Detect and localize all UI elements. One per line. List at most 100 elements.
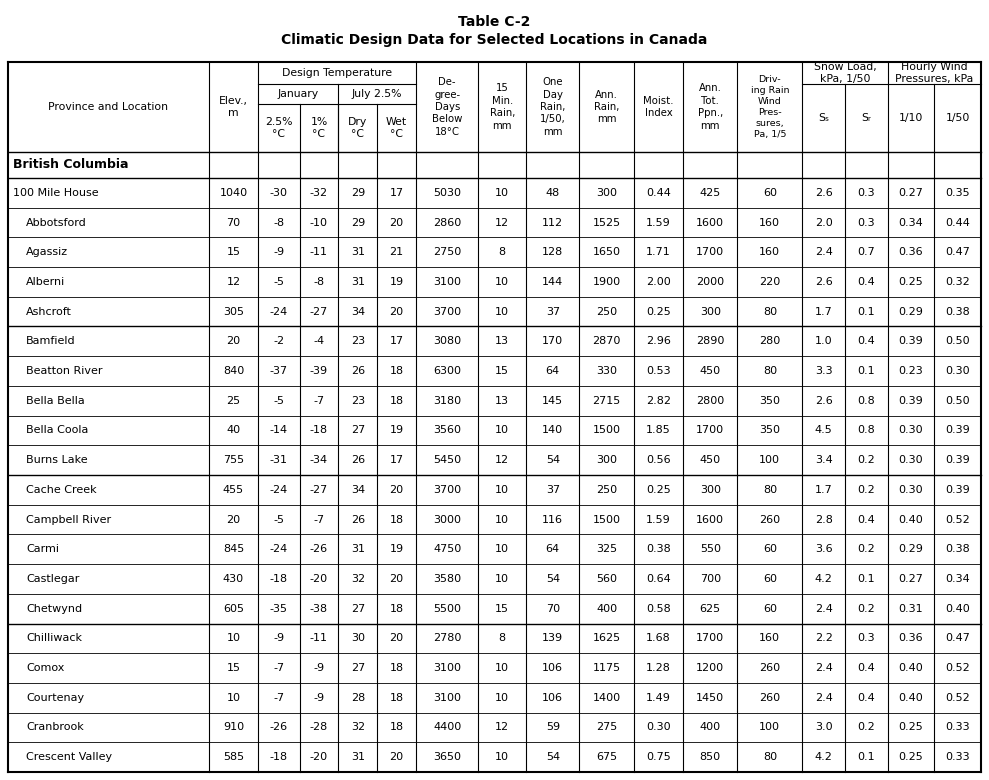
Text: 675: 675 — [596, 752, 617, 762]
Text: Sₛ: Sₛ — [818, 113, 829, 123]
Text: 2.96: 2.96 — [646, 336, 671, 346]
Text: 60: 60 — [763, 604, 776, 614]
Text: 3.0: 3.0 — [815, 722, 833, 732]
Text: 2.00: 2.00 — [646, 277, 671, 287]
Text: 15: 15 — [495, 366, 509, 376]
Text: 13: 13 — [495, 336, 509, 346]
Text: 31: 31 — [351, 544, 365, 555]
Text: -39: -39 — [310, 366, 328, 376]
Text: 0.40: 0.40 — [945, 604, 970, 614]
Text: Courtenay: Courtenay — [26, 693, 84, 703]
Text: 3080: 3080 — [433, 336, 461, 346]
Text: 0.64: 0.64 — [646, 574, 671, 584]
Text: -18: -18 — [270, 752, 288, 762]
Text: 550: 550 — [700, 544, 721, 555]
Text: 1.59: 1.59 — [646, 515, 671, 524]
Text: Chilliwack: Chilliwack — [26, 633, 82, 643]
Text: 8: 8 — [498, 247, 505, 257]
Text: 2890: 2890 — [696, 336, 724, 346]
Text: 54: 54 — [546, 574, 560, 584]
Text: 18: 18 — [390, 604, 404, 614]
Text: 29: 29 — [351, 188, 365, 198]
Text: 34: 34 — [351, 307, 365, 317]
Text: -7: -7 — [314, 515, 324, 524]
Text: -26: -26 — [310, 544, 328, 555]
Text: 10: 10 — [495, 425, 509, 435]
Text: 3.4: 3.4 — [815, 456, 833, 465]
Text: Design Temperature: Design Temperature — [282, 68, 393, 78]
Text: 0.30: 0.30 — [945, 366, 970, 376]
Text: -30: -30 — [270, 188, 288, 198]
Text: 0.34: 0.34 — [899, 218, 924, 228]
Text: 54: 54 — [546, 456, 560, 465]
Text: 27: 27 — [351, 663, 365, 673]
Text: 1175: 1175 — [592, 663, 621, 673]
Text: -5: -5 — [273, 395, 284, 406]
Text: 0.38: 0.38 — [646, 544, 671, 555]
Text: Chetwynd: Chetwynd — [26, 604, 82, 614]
Text: -9: -9 — [314, 663, 324, 673]
Text: 2.6: 2.6 — [815, 277, 833, 287]
Text: 2.0: 2.0 — [815, 218, 833, 228]
Text: January: January — [278, 89, 318, 99]
Text: 0.44: 0.44 — [945, 218, 970, 228]
Text: 220: 220 — [760, 277, 780, 287]
Text: 15: 15 — [495, 604, 509, 614]
Text: -38: -38 — [310, 604, 328, 614]
Text: 0.39: 0.39 — [945, 456, 970, 465]
Text: -26: -26 — [270, 722, 288, 732]
Text: 10: 10 — [495, 544, 509, 555]
Text: 17: 17 — [390, 336, 404, 346]
Text: 139: 139 — [542, 633, 564, 643]
Text: 350: 350 — [760, 395, 780, 406]
Text: Ann.
Rain,
mm: Ann. Rain, mm — [593, 90, 619, 124]
Text: 60: 60 — [763, 544, 776, 555]
Text: 5030: 5030 — [433, 188, 461, 198]
Text: 280: 280 — [760, 336, 780, 346]
Text: 1.7: 1.7 — [815, 307, 833, 317]
Text: Carmi: Carmi — [26, 544, 59, 555]
Text: 0.7: 0.7 — [857, 247, 875, 257]
Text: 28: 28 — [351, 693, 365, 703]
Text: 19: 19 — [390, 277, 404, 287]
Text: Sᵣ: Sᵣ — [861, 113, 871, 123]
Text: 64: 64 — [546, 366, 560, 376]
Text: 26: 26 — [351, 456, 365, 465]
Text: 0.3: 0.3 — [857, 218, 875, 228]
Text: 20: 20 — [226, 336, 240, 346]
Text: 12: 12 — [495, 218, 509, 228]
Text: 0.4: 0.4 — [857, 277, 875, 287]
Text: 0.52: 0.52 — [945, 515, 970, 524]
Text: 106: 106 — [542, 693, 564, 703]
Text: 0.3: 0.3 — [857, 633, 875, 643]
Text: 10: 10 — [495, 485, 509, 495]
Text: 3.6: 3.6 — [815, 544, 833, 555]
Text: 0.4: 0.4 — [857, 515, 875, 524]
Text: -18: -18 — [270, 574, 288, 584]
Text: 250: 250 — [596, 485, 617, 495]
Text: 32: 32 — [351, 574, 365, 584]
Text: 0.33: 0.33 — [945, 722, 970, 732]
Text: 10: 10 — [495, 188, 509, 198]
Text: 0.38: 0.38 — [945, 544, 970, 555]
Text: 305: 305 — [223, 307, 244, 317]
Text: 10: 10 — [495, 693, 509, 703]
Text: Moist.
Index: Moist. Index — [643, 96, 674, 119]
Text: 1/10: 1/10 — [899, 113, 923, 123]
Text: 0.58: 0.58 — [646, 604, 671, 614]
Text: 1.7: 1.7 — [815, 485, 833, 495]
Text: 260: 260 — [760, 515, 780, 524]
Text: 0.53: 0.53 — [646, 366, 671, 376]
Text: 2.4: 2.4 — [815, 247, 833, 257]
Text: 1/50: 1/50 — [945, 113, 970, 123]
Text: 5500: 5500 — [433, 604, 461, 614]
Text: 64: 64 — [546, 544, 560, 555]
Text: 250: 250 — [596, 307, 617, 317]
Text: 1.49: 1.49 — [646, 693, 671, 703]
Text: 300: 300 — [700, 307, 721, 317]
Text: 31: 31 — [351, 277, 365, 287]
Text: 840: 840 — [223, 366, 244, 376]
Text: 275: 275 — [596, 722, 617, 732]
Text: 40: 40 — [226, 425, 240, 435]
Text: 3.3: 3.3 — [815, 366, 833, 376]
